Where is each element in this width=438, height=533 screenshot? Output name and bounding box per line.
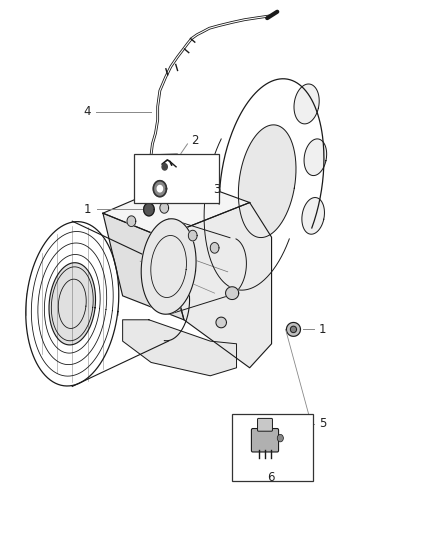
Polygon shape bbox=[142, 192, 151, 203]
Polygon shape bbox=[153, 181, 166, 197]
Polygon shape bbox=[294, 84, 319, 124]
Polygon shape bbox=[157, 185, 162, 192]
Polygon shape bbox=[162, 203, 272, 368]
Bar bbox=[232, 414, 313, 481]
Polygon shape bbox=[302, 198, 325, 234]
Polygon shape bbox=[127, 216, 136, 227]
Polygon shape bbox=[123, 320, 237, 376]
Polygon shape bbox=[103, 179, 250, 237]
Polygon shape bbox=[188, 230, 197, 241]
Text: 5: 5 bbox=[319, 417, 326, 430]
Polygon shape bbox=[160, 203, 169, 213]
Text: 1: 1 bbox=[318, 323, 326, 336]
Polygon shape bbox=[49, 263, 95, 345]
FancyBboxPatch shape bbox=[251, 429, 279, 452]
Text: 2: 2 bbox=[191, 134, 199, 147]
Text: 3: 3 bbox=[213, 183, 220, 196]
Text: 4: 4 bbox=[83, 106, 91, 118]
Circle shape bbox=[162, 164, 167, 170]
Polygon shape bbox=[216, 317, 226, 328]
Polygon shape bbox=[141, 219, 196, 314]
Polygon shape bbox=[304, 139, 327, 175]
Bar bbox=[134, 154, 219, 203]
Polygon shape bbox=[238, 125, 296, 238]
Circle shape bbox=[277, 434, 283, 442]
Text: 6: 6 bbox=[267, 471, 275, 484]
FancyBboxPatch shape bbox=[258, 418, 272, 431]
Polygon shape bbox=[286, 322, 300, 336]
Polygon shape bbox=[210, 243, 219, 253]
Polygon shape bbox=[226, 287, 239, 300]
Polygon shape bbox=[144, 203, 154, 216]
Polygon shape bbox=[290, 326, 297, 333]
Text: 1: 1 bbox=[84, 203, 92, 216]
Polygon shape bbox=[103, 213, 184, 320]
